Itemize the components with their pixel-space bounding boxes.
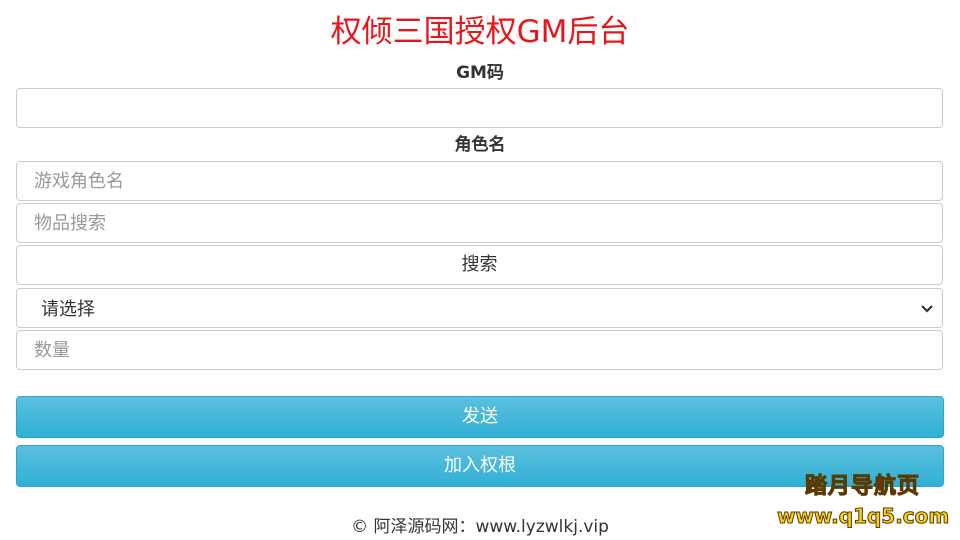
watermark-title: 踏月导航页 [804,474,921,500]
search-button[interactable]: 搜索 [16,245,943,285]
role-name-label: 角色名 [454,135,506,155]
add-button[interactable]: 加入权根 [16,445,944,487]
footer-text: © 阿泽源码网：www.lyzwlkj.vip [351,517,609,537]
role-name-input[interactable] [16,161,943,201]
select-value: 请选择 [41,299,95,320]
item-select[interactable]: 请选择 [16,288,943,328]
gm-code-input[interactable] [16,88,943,128]
send-button[interactable]: 发送 [16,396,944,438]
watermark-url: www.q1q5.com [776,504,950,529]
page-title: 权倾三国授权GM后台 [330,14,630,50]
quantity-input[interactable] [16,330,943,370]
gm-code-label: GM码 [456,63,504,83]
item-search-input[interactable] [16,203,943,243]
chevron-down-icon [920,298,934,319]
